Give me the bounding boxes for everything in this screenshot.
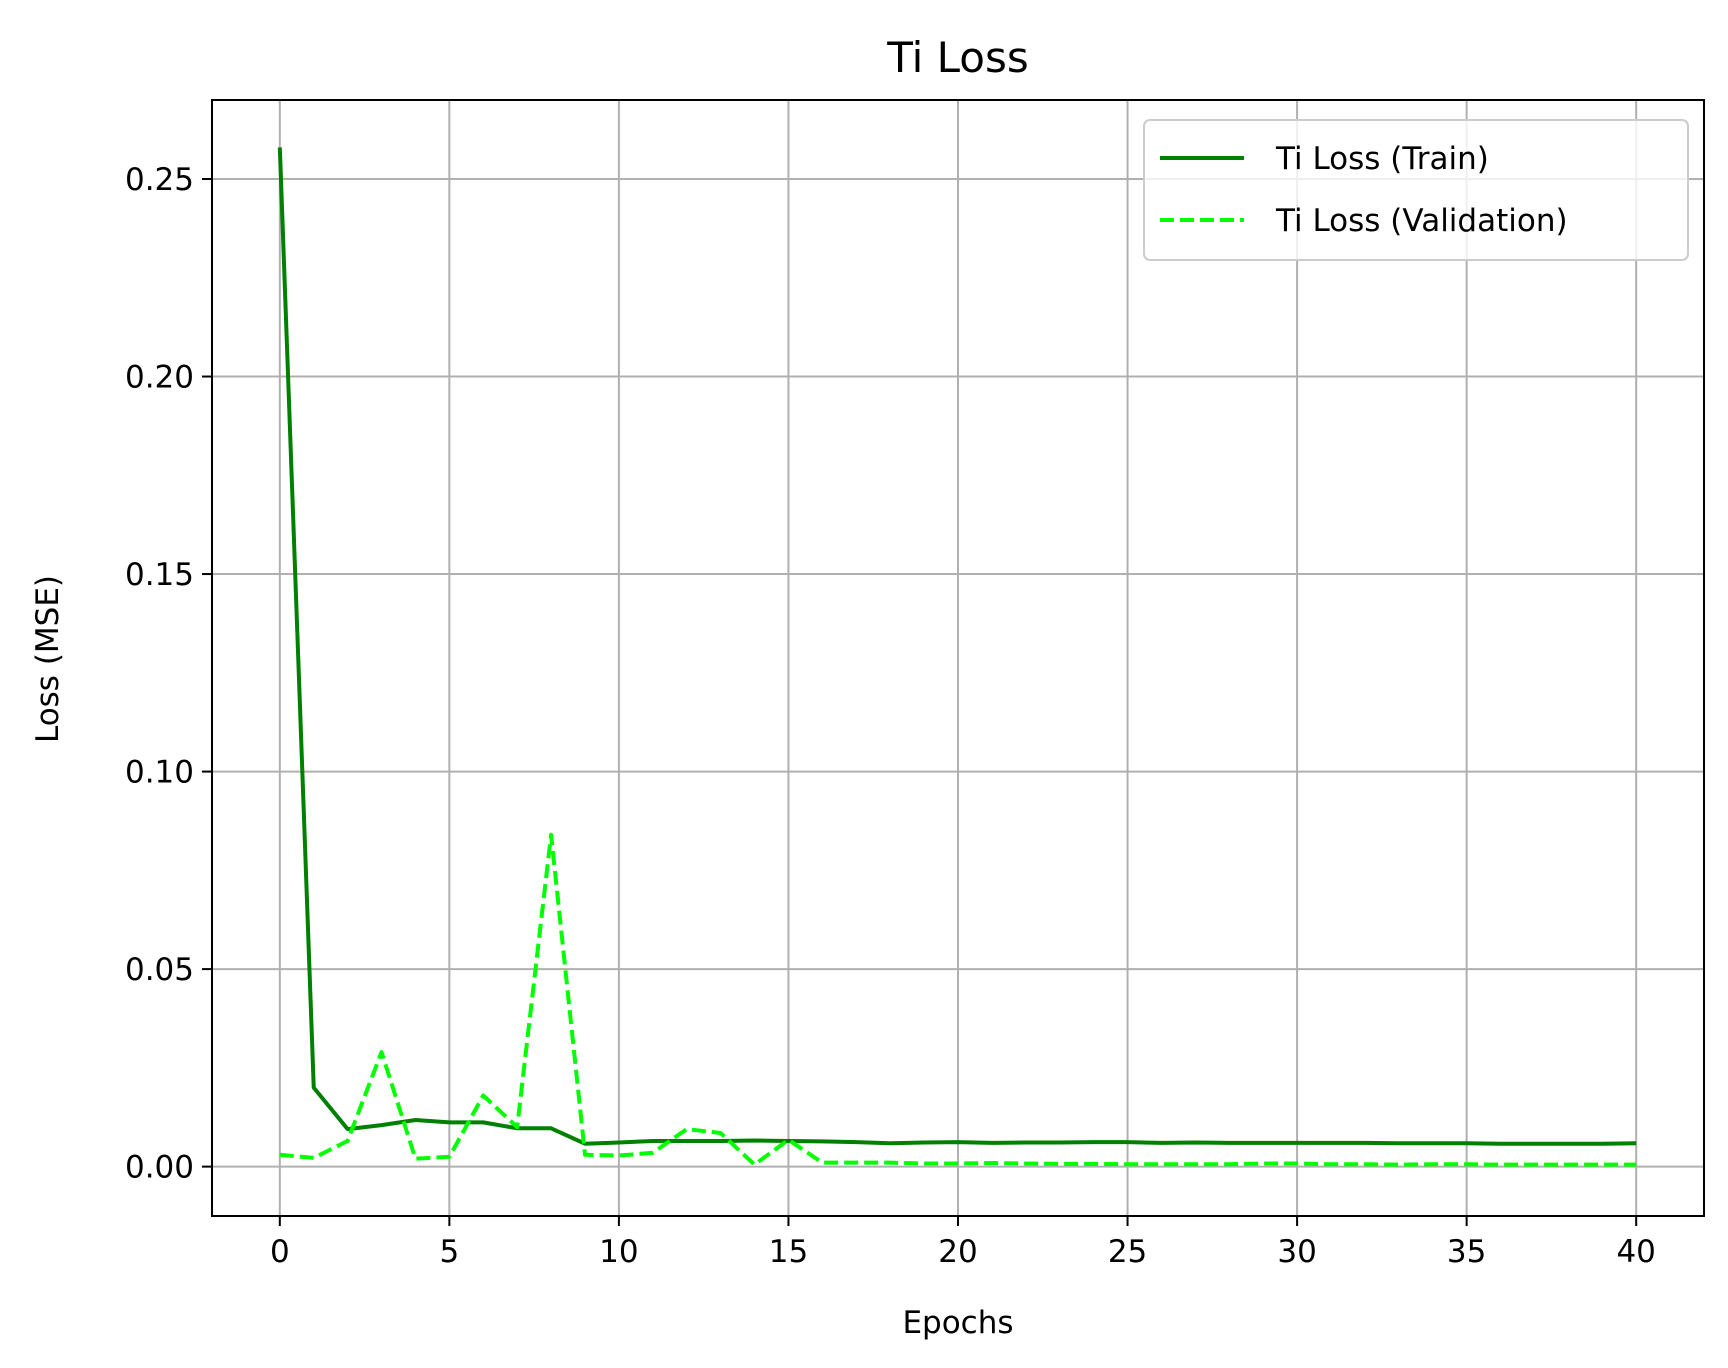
- legend-label-train: Ti Loss (Train): [1275, 141, 1489, 177]
- x-tick-label: 25: [1108, 1234, 1147, 1270]
- series-line-validation: [279, 832, 1637, 1167]
- x-tick-label: 15: [769, 1234, 808, 1270]
- x-tick-label: 35: [1447, 1234, 1486, 1270]
- y-axis-label: Loss (MSE): [30, 575, 66, 743]
- plot-area: [277, 147, 1637, 1167]
- grid-lines: [212, 100, 1704, 1216]
- y-axis-ticks: 0.00 0.05 0.10 0.15 0.20 0.25: [125, 162, 212, 1186]
- legend-label-validation: Ti Loss (Validation): [1275, 203, 1568, 239]
- y-tick-label: 0.10: [125, 755, 194, 791]
- legend-box: [1143, 119, 1689, 261]
- x-axis-ticks: 0 5 10 15 20 25 30 35 40: [270, 1216, 1656, 1270]
- x-tick-label: 5: [439, 1234, 459, 1270]
- x-tick-label: 20: [938, 1234, 977, 1270]
- y-tick-label: 0.00: [125, 1150, 194, 1186]
- y-tick-label: 0.15: [125, 557, 194, 593]
- x-tick-label: 40: [1616, 1234, 1655, 1270]
- y-tick-label: 0.25: [125, 162, 194, 198]
- y-tick-label: 0.05: [125, 952, 194, 988]
- y-tick-label: 0.20: [125, 360, 194, 396]
- x-axis-label: Epochs: [902, 1305, 1013, 1341]
- x-tick-label: 0: [270, 1234, 290, 1270]
- legend: Ti Loss (Train) Ti Loss (Validation): [1143, 119, 1689, 261]
- chart-title: Ti Loss: [886, 33, 1029, 82]
- x-tick-label: 30: [1277, 1234, 1316, 1270]
- x-tick-label: 10: [599, 1234, 638, 1270]
- series-line-train: [277, 147, 1637, 1146]
